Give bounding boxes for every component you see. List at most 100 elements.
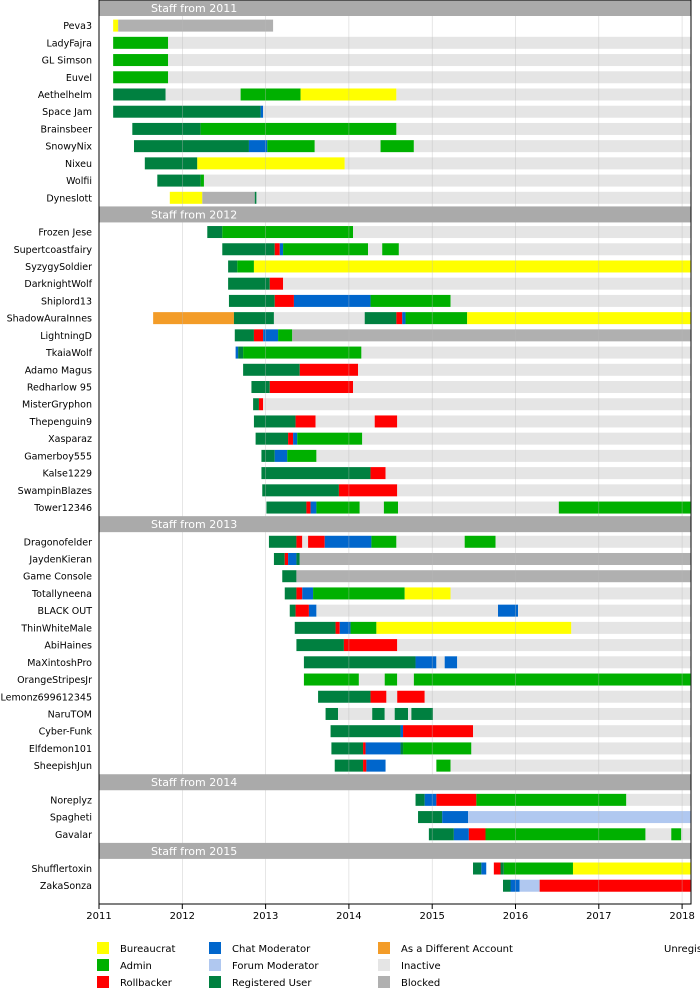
segment-admin xyxy=(200,122,397,135)
legend-swatch-forummod xyxy=(209,959,221,971)
legend-label-unreg: Unregistered xyxy=(664,944,700,955)
row-label-redharlow-95: Redharlow 95 xyxy=(27,383,92,394)
legend-item-different: As a Different Account xyxy=(378,942,513,955)
segment-rollbacker xyxy=(335,621,340,634)
segment-inactive xyxy=(168,54,691,67)
segment-inactive xyxy=(398,501,559,514)
legend-item-forummod: Forum Moderator xyxy=(209,959,319,972)
segment-chatmod xyxy=(442,811,469,824)
group-header-bar xyxy=(99,0,691,16)
row-label-thepenguin9: Thepenguin9 xyxy=(29,417,92,428)
segment-inactive xyxy=(473,725,691,738)
row-brainsbeer: Brainsbeer xyxy=(41,122,691,135)
segment-registered xyxy=(318,690,371,703)
row-label-noreplyz: Noreplyz xyxy=(50,795,92,806)
segment-inactive xyxy=(433,707,691,720)
row-black-out: BLACK OUT xyxy=(38,604,691,617)
segment-admin xyxy=(382,243,399,256)
row-dyneslott: Dyneslott xyxy=(46,191,691,204)
segment-bureaucrat xyxy=(404,587,451,600)
row-label-tower12346: Tower12346 xyxy=(33,503,92,514)
segment-inactive xyxy=(315,415,375,428)
segment-admin xyxy=(113,54,169,67)
segment-chatmod xyxy=(324,535,372,548)
segment-rollbacker xyxy=(468,828,486,841)
group-header-staff-from-2014: Staff from 2014 xyxy=(151,776,237,789)
segment-registered xyxy=(113,105,261,118)
row-thepenguin9: Thepenguin9 xyxy=(29,415,691,428)
segment-registered xyxy=(331,742,364,755)
segment-forummod xyxy=(468,811,691,824)
segment-admin xyxy=(558,501,691,514)
row-label-supertcoastfairy: Supertcoastfairy xyxy=(14,245,93,256)
row-shadowaurainnes: ShadowAuraInnes xyxy=(7,312,691,325)
segment-inactive xyxy=(471,742,691,755)
segment-admin xyxy=(413,673,691,686)
row-nixeu: Nixeu xyxy=(65,157,691,170)
row-game-console: Game Console xyxy=(23,570,691,583)
segment-registered xyxy=(253,398,259,411)
segment-rollbacker xyxy=(296,587,303,600)
segment-admin xyxy=(380,140,414,153)
segment-inactive xyxy=(361,346,691,359)
segment-registered xyxy=(411,707,434,720)
segment-blocked xyxy=(296,570,691,583)
segment-registered xyxy=(296,639,344,652)
row-ladyfajra: LadyFajra xyxy=(46,36,691,49)
segment-admin xyxy=(405,312,468,325)
segment-chatmod xyxy=(260,105,264,118)
segment-blocked xyxy=(118,19,274,32)
row-label-gl-simson: GL Simson xyxy=(42,56,92,67)
segment-inactive xyxy=(386,690,398,703)
row-label-shadowaurainnes: ShadowAuraInnes xyxy=(7,314,92,325)
segment-inactive xyxy=(358,673,385,686)
segment-registered xyxy=(284,587,297,600)
segment-inactive xyxy=(450,587,691,600)
row-redharlow-95: Redharlow 95 xyxy=(27,381,691,394)
row-label-xasparaz: Xasparaz xyxy=(48,434,92,445)
segment-admin xyxy=(243,346,362,359)
plot-border xyxy=(98,0,692,905)
row-lemonz699612345: Lemonz699612345 xyxy=(1,690,691,703)
row-label-gavalar: Gavalar xyxy=(55,830,92,841)
row-label-ladyfajra: LadyFajra xyxy=(46,38,92,49)
segment-admin xyxy=(316,501,360,514)
legend-swatch-inactive xyxy=(378,959,390,971)
row-label-game-console: Game Console xyxy=(23,572,92,583)
segment-bureaucrat xyxy=(113,19,119,32)
legend-item-chatmod: Chat Moderator xyxy=(209,942,311,955)
segment-chatmod xyxy=(510,879,520,892)
segment-admin xyxy=(350,621,377,634)
row-label-cyber-funk: Cyber-Funk xyxy=(39,727,93,738)
segment-registered xyxy=(294,621,336,634)
row-thinwhitemale: ThinWhiteMale xyxy=(20,621,691,634)
segment-chatmod xyxy=(453,828,469,841)
row-label-tkaiawolf: TkaiaWolf xyxy=(45,348,93,359)
segment-inactive xyxy=(273,312,365,325)
legend-item-bureaucrat: Bureaucrat xyxy=(97,942,175,955)
segment-registered xyxy=(144,157,198,170)
row-euvel: Euvel xyxy=(66,71,691,84)
segment-admin xyxy=(113,36,169,49)
segment-inactive xyxy=(626,793,691,806)
segment-rollbacker xyxy=(299,363,359,376)
segment-inactive xyxy=(457,656,691,669)
row-gavalar: Gavalar xyxy=(55,828,691,841)
segment-inactive xyxy=(338,707,373,720)
segment-registered xyxy=(113,88,166,101)
segment-inactive xyxy=(353,381,691,394)
segment-blocked xyxy=(292,329,691,342)
segment-admin xyxy=(240,88,301,101)
group-header-staff-from-2013: Staff from 2013 xyxy=(151,518,237,531)
row-jaydenkieran: JaydenKieran xyxy=(28,552,691,565)
segment-blocked xyxy=(299,552,691,565)
segment-inactive xyxy=(362,432,691,445)
row-spagheti: Spagheti xyxy=(50,811,691,824)
legend-swatch-registered xyxy=(209,976,221,988)
segment-rollbacker xyxy=(288,432,294,445)
row-kalse1229: Kalse1229 xyxy=(43,467,691,480)
group-header-staff-from-2012: Staff from 2012 xyxy=(151,208,237,221)
row-space-jam: Space Jam xyxy=(42,105,691,118)
segment-registered xyxy=(503,879,511,892)
row-label-frozen-jese: Frozen Jese xyxy=(38,228,92,239)
